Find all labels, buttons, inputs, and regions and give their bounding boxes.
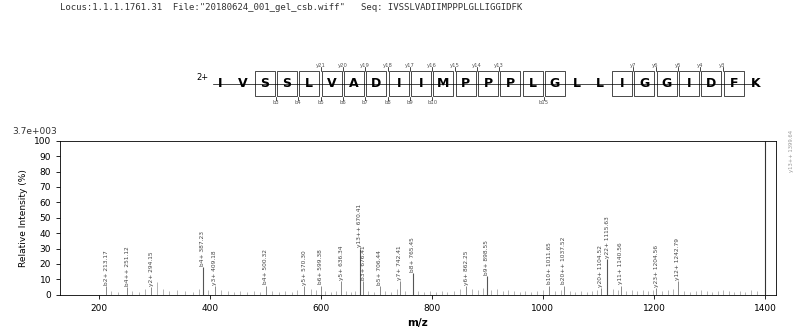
Text: y6: y6 xyxy=(652,63,658,68)
Text: y2+ 294.15: y2+ 294.15 xyxy=(149,251,154,286)
Text: y13: y13 xyxy=(494,63,504,68)
Text: S: S xyxy=(282,77,291,90)
Text: Locus:1.1.1.1761.31  File:"20180624_001_gel_csb.wiff"   Seq: IVSSLVADIIMPPPLGLLI: Locus:1.1.1.1761.31 File:"20180624_001_g… xyxy=(60,3,522,12)
Text: L: L xyxy=(574,77,582,90)
Text: y19: y19 xyxy=(360,63,370,68)
Text: G: G xyxy=(550,77,560,90)
Text: y20: y20 xyxy=(338,63,348,68)
Text: b8: b8 xyxy=(384,100,391,105)
Text: b7: b7 xyxy=(362,100,369,105)
Text: y15: y15 xyxy=(450,63,459,68)
Text: L: L xyxy=(596,77,604,90)
Text: G: G xyxy=(662,77,672,90)
Text: L: L xyxy=(306,77,314,90)
Text: P: P xyxy=(506,77,515,90)
Text: y16: y16 xyxy=(427,63,437,68)
Text: y5+ 570.30: y5+ 570.30 xyxy=(302,250,307,285)
Text: G: G xyxy=(639,77,650,90)
Text: y23+ 1204.56: y23+ 1204.56 xyxy=(654,245,659,287)
Text: b2+ 213.17: b2+ 213.17 xyxy=(104,250,109,285)
Text: y13++ 670.41: y13++ 670.41 xyxy=(358,204,362,247)
Text: y17: y17 xyxy=(405,63,414,68)
Text: b3: b3 xyxy=(273,100,279,105)
Y-axis label: Relative Intensity (%): Relative Intensity (%) xyxy=(19,169,28,267)
Text: y5: y5 xyxy=(674,63,681,68)
Text: y14: y14 xyxy=(472,63,482,68)
Text: y7: y7 xyxy=(630,63,637,68)
Text: V: V xyxy=(238,77,247,90)
Text: K: K xyxy=(751,77,761,90)
Text: y7+ 742.41: y7+ 742.41 xyxy=(398,245,402,280)
Text: b5+ 706.44: b5+ 706.44 xyxy=(378,250,382,285)
Text: y6+ 862.25: y6+ 862.25 xyxy=(464,251,469,285)
Text: S: S xyxy=(260,77,269,90)
Text: V: V xyxy=(327,77,337,90)
Text: b3+ 676.41: b3+ 676.41 xyxy=(361,245,366,280)
Text: b15: b15 xyxy=(538,100,549,105)
Text: b10: b10 xyxy=(427,100,438,105)
Text: A: A xyxy=(349,77,359,90)
Text: y20+ 1104.52: y20+ 1104.52 xyxy=(598,245,603,287)
Text: y12+ 1242.79: y12+ 1242.79 xyxy=(675,238,680,280)
Text: M: M xyxy=(437,77,450,90)
Text: y22+ 1115.63: y22+ 1115.63 xyxy=(605,216,610,258)
Text: P: P xyxy=(483,77,493,90)
Text: D: D xyxy=(371,77,382,90)
Text: b4++ 251.12: b4++ 251.12 xyxy=(125,246,130,286)
Text: y18: y18 xyxy=(382,63,393,68)
Text: b9+ 898.55: b9+ 898.55 xyxy=(484,240,489,275)
Text: D: D xyxy=(706,77,717,90)
Text: P: P xyxy=(461,77,470,90)
Text: b6: b6 xyxy=(339,100,346,105)
Text: I: I xyxy=(418,77,423,90)
Text: b4+ 500.32: b4+ 500.32 xyxy=(263,249,268,284)
Text: I: I xyxy=(686,77,691,90)
Text: b20++ 1037.52: b20++ 1037.52 xyxy=(562,237,566,284)
Text: y4: y4 xyxy=(697,63,703,68)
Text: L: L xyxy=(529,77,537,90)
Text: I: I xyxy=(218,77,222,90)
Text: y5+ 636.34: y5+ 636.34 xyxy=(338,245,343,280)
Text: 2+: 2+ xyxy=(196,73,208,81)
Text: y11+ 1140.56: y11+ 1140.56 xyxy=(618,243,623,284)
Text: b10+ 1011.65: b10+ 1011.65 xyxy=(547,243,552,284)
Text: y3+ 409.18: y3+ 409.18 xyxy=(213,251,218,285)
Text: y13++ 1399.64: y13++ 1399.64 xyxy=(790,130,794,172)
Text: b4: b4 xyxy=(294,100,302,105)
Text: b5: b5 xyxy=(317,100,324,105)
Text: 3.7e+003: 3.7e+003 xyxy=(12,127,57,136)
X-axis label: m/z: m/z xyxy=(408,318,428,328)
Text: b6+ 599.38: b6+ 599.38 xyxy=(318,250,323,284)
Text: I: I xyxy=(620,77,624,90)
Text: b4+ 387.23: b4+ 387.23 xyxy=(200,231,206,266)
Text: I: I xyxy=(397,77,401,90)
Text: y3: y3 xyxy=(719,63,726,68)
Text: y21: y21 xyxy=(315,63,326,68)
Text: b8+ 765.45: b8+ 765.45 xyxy=(410,237,415,272)
Text: b9: b9 xyxy=(406,100,414,105)
Text: F: F xyxy=(730,77,738,90)
